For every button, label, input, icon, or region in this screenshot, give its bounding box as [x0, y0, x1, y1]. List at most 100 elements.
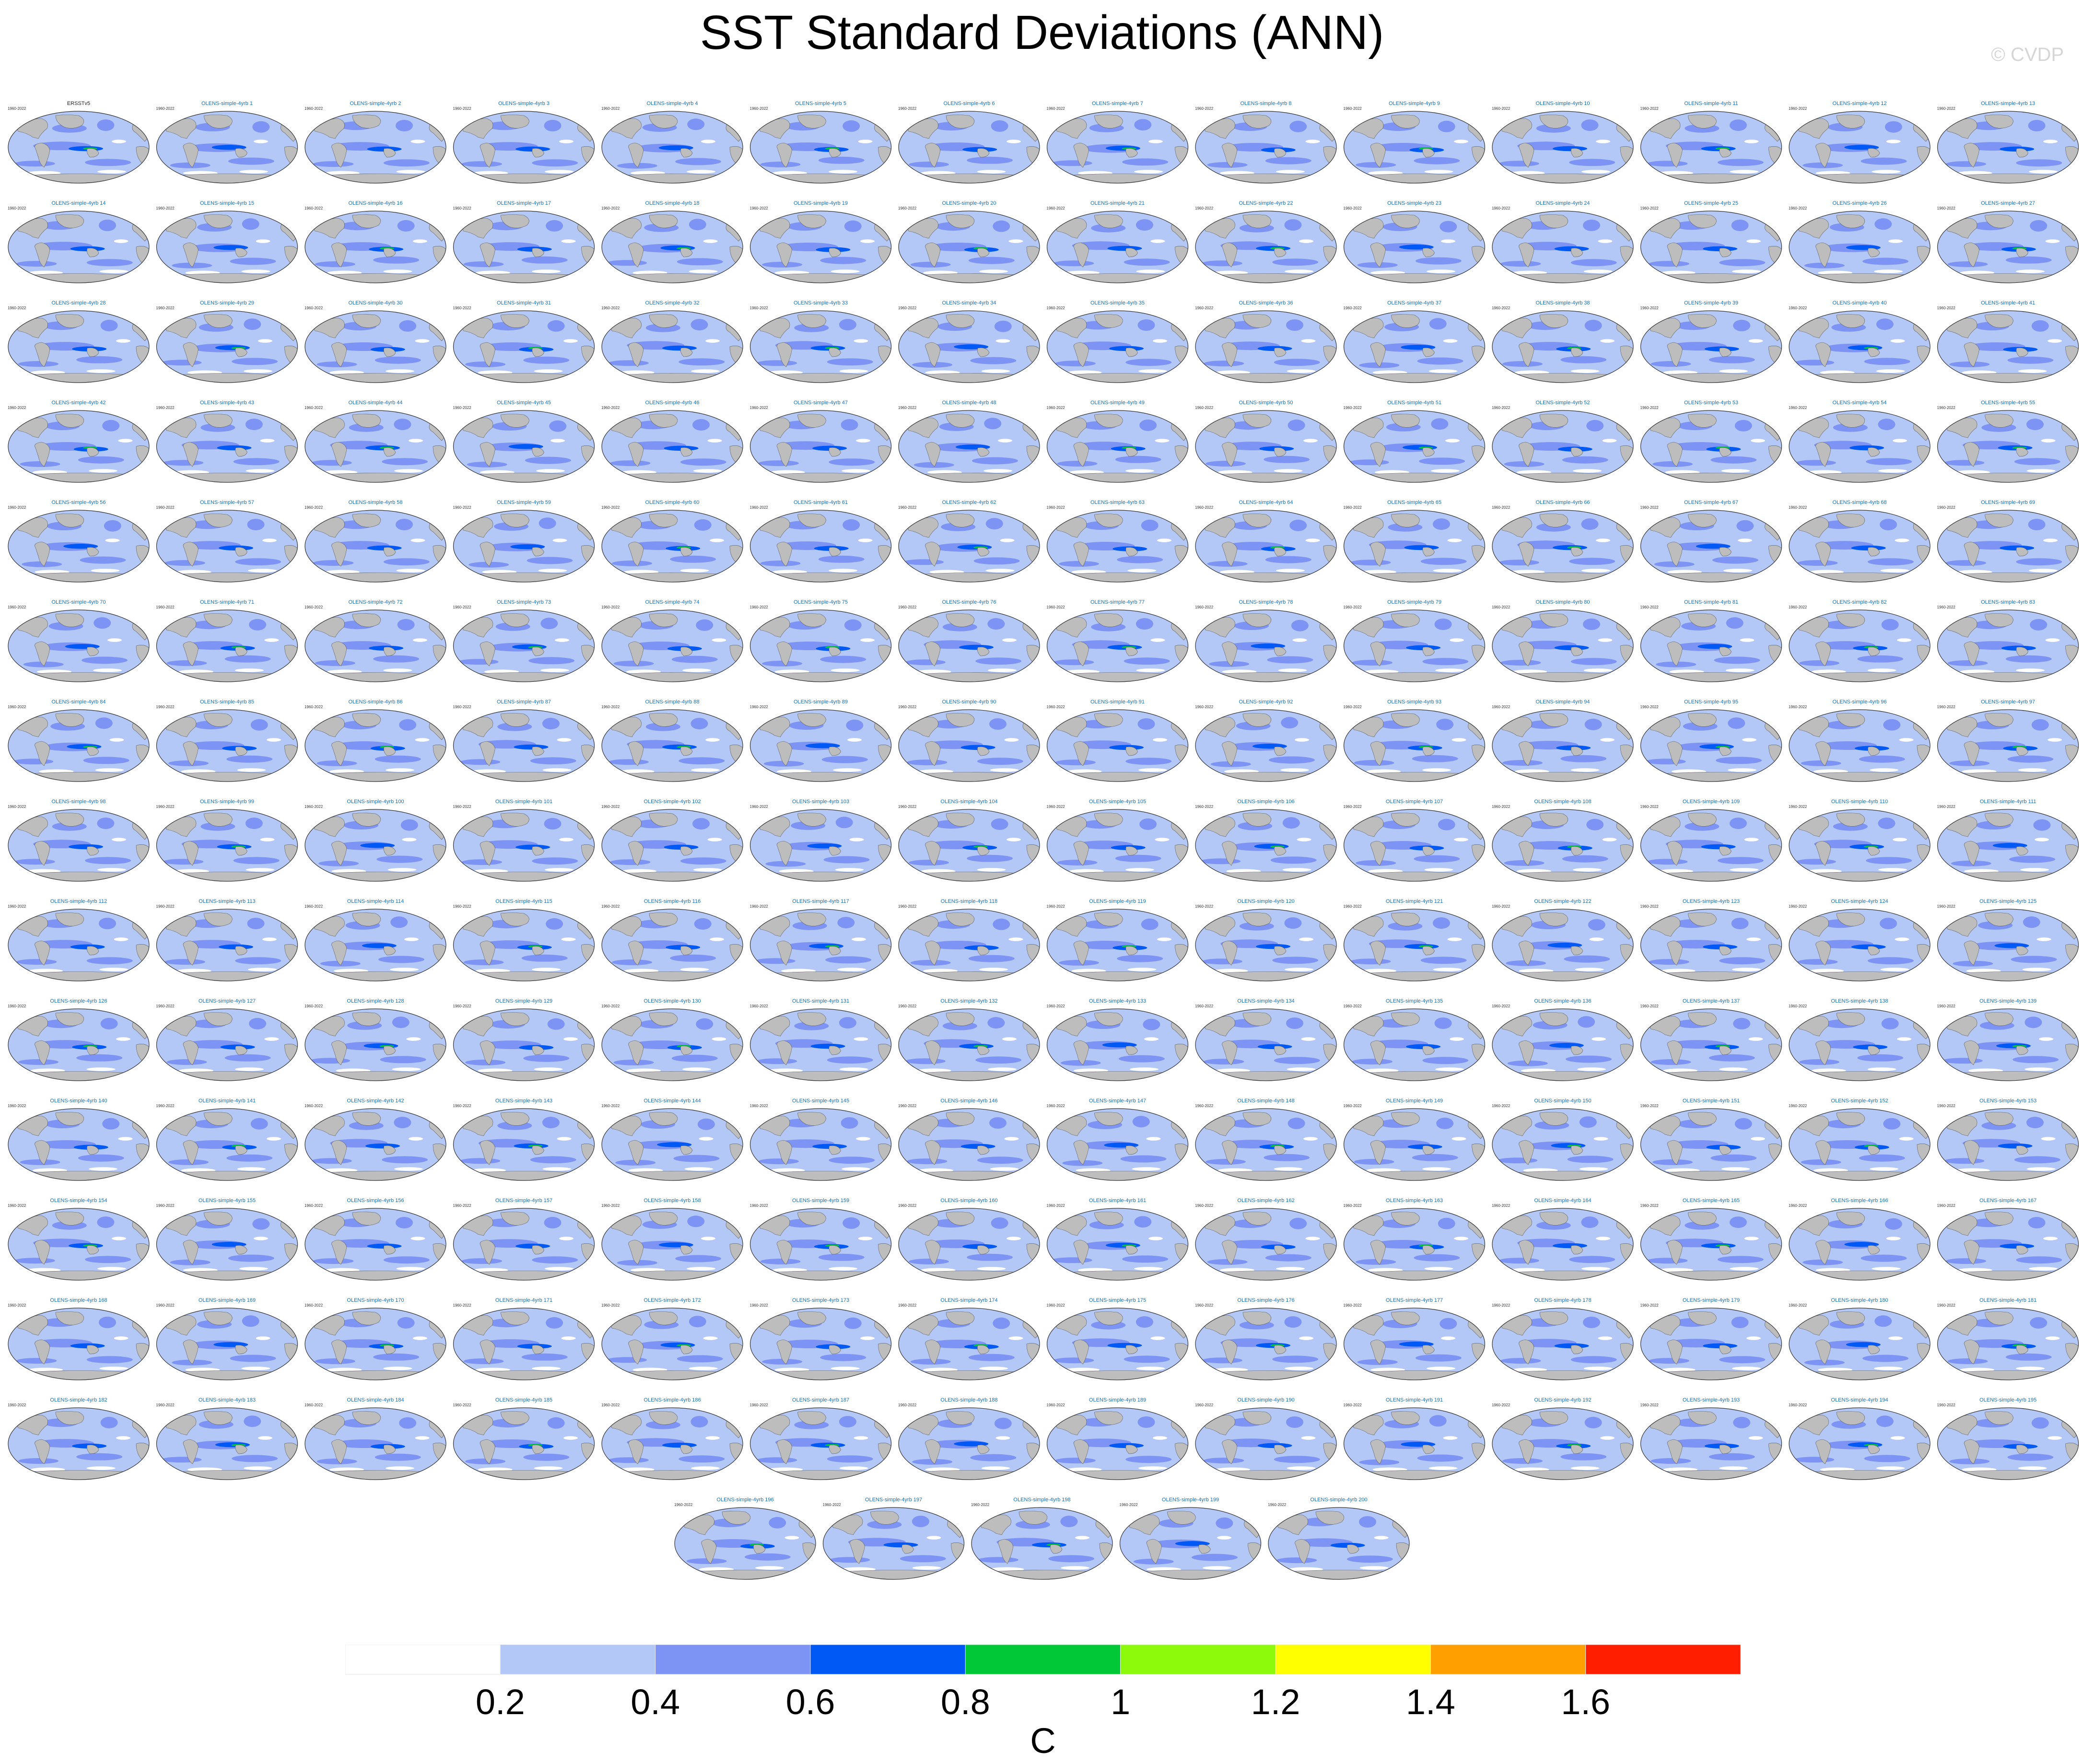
panel-member-73: OLENS-simple-4yrb 73 1960-2022	[453, 599, 595, 682]
map-outline	[1046, 210, 1189, 283]
panel-member-181: OLENS-simple-4yrb 181 1960-2022	[1937, 1297, 2079, 1380]
map-outline	[898, 210, 1040, 283]
panel-period: 1960-2022	[1789, 1203, 1807, 1208]
panel-member-174: OLENS-simple-4yrb 174 1960-2022	[898, 1297, 1040, 1380]
panel-period: 1960-2022	[1640, 306, 1659, 310]
panel-period: 1960-2022	[1937, 1004, 1956, 1008]
panel-member-110: OLENS-simple-4yrb 110 1960-2022	[1789, 799, 1931, 882]
map-field	[453, 211, 595, 283]
panel-period: 1960-2022	[1195, 1104, 1214, 1108]
panel-title: OLENS-simple-4yrb 18	[645, 200, 699, 206]
map-outline	[1195, 1108, 1337, 1181]
panel-title: OLENS-simple-4yrb 127	[199, 998, 256, 1004]
map-field	[8, 1208, 149, 1280]
map-outline	[1789, 909, 1931, 981]
map-field	[602, 510, 743, 582]
panel-period: 1960-2022	[8, 1203, 26, 1208]
panel-title: OLENS-simple-4yrb 89	[794, 699, 848, 705]
panel-member-17: OLENS-simple-4yrb 17 1960-2022	[453, 200, 595, 283]
map-field	[305, 610, 446, 682]
panel-member-31: OLENS-simple-4yrb 31 1960-2022	[453, 300, 595, 383]
panel-title: OLENS-simple-4yrb 150	[1534, 1098, 1591, 1104]
panel-period: 1960-2022	[8, 106, 26, 111]
panel-period: 1960-2022	[1047, 206, 1065, 210]
panel-title: OLENS-simple-4yrb 40	[1832, 300, 1886, 306]
panel-title: OLENS-simple-4yrb 14	[51, 200, 105, 206]
panel-title: OLENS-simple-4yrb 86	[348, 699, 402, 705]
map-outline	[304, 1008, 446, 1081]
panel-period: 1960-2022	[304, 406, 323, 410]
map-outline	[1937, 1108, 2079, 1181]
map-outline	[1492, 510, 1634, 583]
map-outline	[453, 709, 595, 782]
panel-period: 1960-2022	[601, 406, 620, 410]
panel-member-177: OLENS-simple-4yrb 177 1960-2022	[1344, 1297, 1486, 1380]
map-outline	[1937, 709, 2079, 782]
panel-member-192: OLENS-simple-4yrb 192 1960-2022	[1492, 1397, 1634, 1480]
panel-member-94: OLENS-simple-4yrb 94 1960-2022	[1492, 699, 1634, 782]
panel-period: 1960-2022	[1195, 306, 1214, 310]
panel-member-171: OLENS-simple-4yrb 171 1960-2022	[453, 1297, 595, 1380]
panel-title: OLENS-simple-4yrb 157	[495, 1198, 552, 1203]
panel-period: 1960-2022	[1492, 705, 1510, 709]
map-field	[305, 1208, 446, 1280]
panel-title: OLENS-simple-4yrb 191	[1386, 1397, 1443, 1403]
map-outline	[601, 1108, 743, 1181]
panel-title: OLENS-simple-4yrb 168	[50, 1297, 107, 1303]
map-outline	[8, 1208, 150, 1281]
map-outline	[1195, 609, 1337, 682]
panel-title: OLENS-simple-4yrb 2	[350, 101, 401, 106]
panel-period: 1960-2022	[1789, 505, 1807, 510]
colorbar-units-label: C	[1030, 1721, 1055, 1760]
map-outline	[1195, 709, 1337, 782]
map-field	[8, 710, 149, 782]
panel-member-62: OLENS-simple-4yrb 62 1960-2022	[898, 500, 1040, 583]
map-outline	[1046, 1208, 1189, 1281]
panel-period: 1960-2022	[453, 1004, 472, 1008]
panel-member-145: OLENS-simple-4yrb 145 1960-2022	[750, 1098, 892, 1181]
panel-title: OLENS-simple-4yrb 160	[940, 1198, 997, 1203]
panel-period: 1960-2022	[971, 1503, 990, 1507]
panel-title: OLENS-simple-4yrb 56	[51, 500, 105, 505]
panel-member-164: OLENS-simple-4yrb 164 1960-2022	[1492, 1198, 1634, 1281]
panel-title: OLENS-simple-4yrb 166	[1831, 1198, 1888, 1203]
panel-member-84: OLENS-simple-4yrb 84 1960-2022	[8, 699, 150, 782]
map-outline	[1640, 709, 1782, 782]
map-outline	[898, 111, 1040, 184]
panel-member-137: OLENS-simple-4yrb 137 1960-2022	[1640, 998, 1782, 1081]
panel-member-25: OLENS-simple-4yrb 25 1960-2022	[1640, 200, 1782, 283]
panel-period: 1960-2022	[1047, 306, 1065, 310]
map-field	[8, 111, 149, 183]
panel-period: 1960-2022	[453, 904, 472, 909]
panel-member-108: OLENS-simple-4yrb 108 1960-2022	[1492, 799, 1634, 882]
panel-title: OLENS-simple-4yrb 4	[647, 101, 698, 106]
panel-title: OLENS-simple-4yrb 118	[941, 899, 997, 904]
panel-period: 1960-2022	[8, 206, 26, 210]
panel-title: OLENS-simple-4yrb 194	[1831, 1397, 1888, 1403]
colorbar-tick-label: 1.4	[1406, 1682, 1455, 1722]
panel-member-60: OLENS-simple-4yrb 60 1960-2022	[601, 500, 743, 583]
panel-member-72: OLENS-simple-4yrb 72 1960-2022	[304, 599, 446, 682]
panel-title: OLENS-simple-4yrb 128	[347, 998, 404, 1004]
panel-period: 1960-2022	[156, 1104, 175, 1108]
panel-period: 1960-2022	[1344, 1104, 1362, 1108]
panel-member-67: OLENS-simple-4yrb 67 1960-2022	[1640, 500, 1782, 583]
panel-member-175: OLENS-simple-4yrb 175 1960-2022	[1047, 1297, 1189, 1380]
map-field	[8, 211, 149, 283]
map-outline	[1343, 410, 1486, 483]
panel-title: OLENS-simple-4yrb 103	[792, 799, 849, 805]
map-outline	[1195, 1407, 1337, 1480]
map-outline	[1492, 609, 1634, 682]
map-outline	[1195, 1008, 1337, 1081]
map-field	[156, 111, 298, 183]
map-field	[1937, 909, 2079, 981]
colorbar-box-3	[810, 1645, 966, 1675]
panel-period: 1960-2022	[601, 1403, 620, 1407]
panel-period: 1960-2022	[453, 106, 472, 111]
panel-title: OLENS-simple-4yrb 87	[497, 699, 551, 705]
panel-period: 1960-2022	[8, 1004, 26, 1008]
map-field	[1492, 1308, 1633, 1380]
map-outline	[1046, 809, 1189, 882]
map-field	[1195, 510, 1336, 582]
map-outline	[1640, 1208, 1782, 1281]
